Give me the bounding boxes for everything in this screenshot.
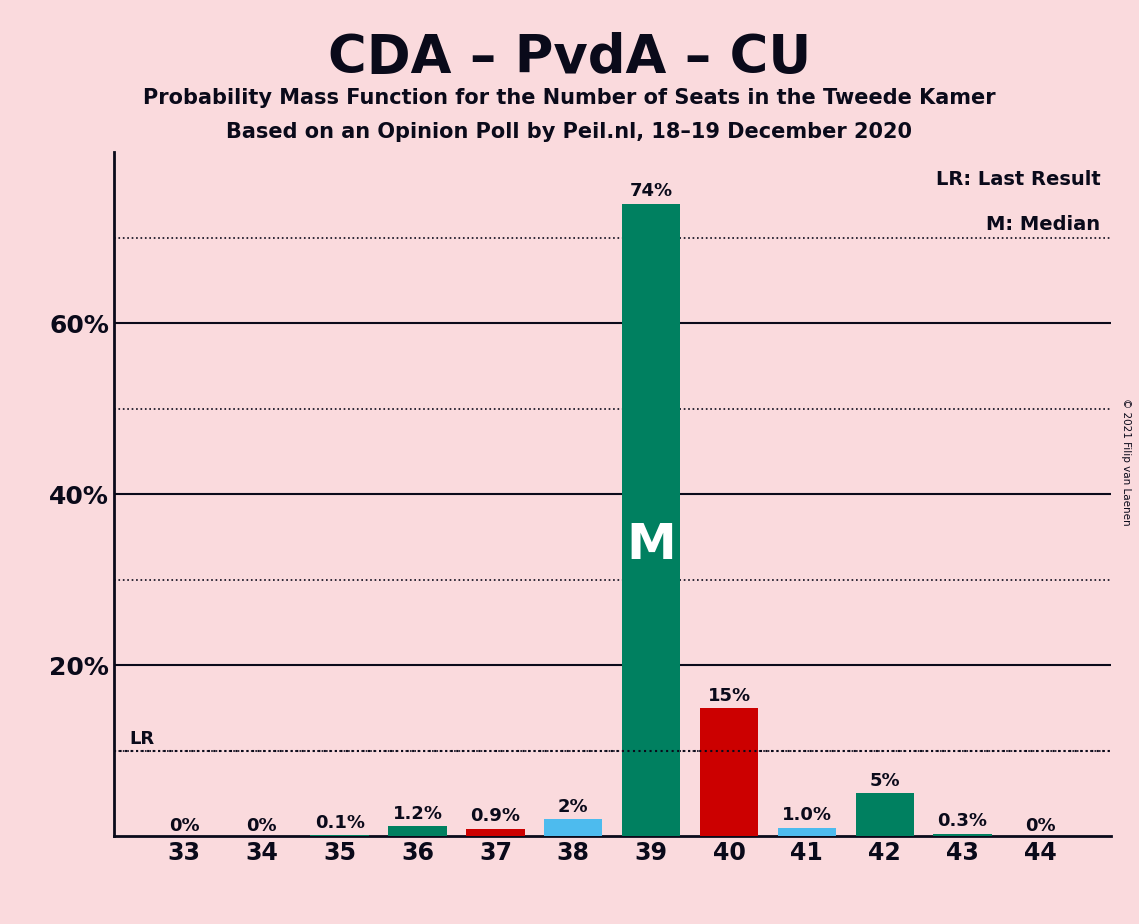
Text: M: Median: M: Median bbox=[986, 215, 1100, 235]
Bar bbox=[778, 828, 836, 836]
Bar bbox=[622, 203, 680, 836]
Bar bbox=[855, 794, 913, 836]
Text: 0%: 0% bbox=[1025, 817, 1056, 834]
Text: 1.0%: 1.0% bbox=[781, 807, 831, 824]
Text: M: M bbox=[626, 521, 677, 569]
Text: 1.2%: 1.2% bbox=[393, 805, 443, 822]
Text: 15%: 15% bbox=[707, 687, 751, 705]
Text: LR: Last Result: LR: Last Result bbox=[936, 170, 1100, 188]
Bar bbox=[388, 826, 446, 836]
Text: 0.9%: 0.9% bbox=[470, 807, 521, 825]
Bar bbox=[466, 829, 525, 836]
Text: 0.3%: 0.3% bbox=[937, 812, 988, 831]
Text: Based on an Opinion Poll by Peil.nl, 18–19 December 2020: Based on an Opinion Poll by Peil.nl, 18–… bbox=[227, 122, 912, 142]
Bar bbox=[544, 820, 603, 836]
Text: 74%: 74% bbox=[630, 182, 673, 201]
Text: 2%: 2% bbox=[558, 797, 589, 816]
Text: 5%: 5% bbox=[869, 772, 900, 790]
Text: 0%: 0% bbox=[246, 817, 277, 834]
Bar bbox=[933, 833, 992, 836]
Text: © 2021 Filip van Laenen: © 2021 Filip van Laenen bbox=[1121, 398, 1131, 526]
Text: CDA – PvdA – CU: CDA – PvdA – CU bbox=[328, 32, 811, 84]
Text: 0.1%: 0.1% bbox=[314, 814, 364, 832]
Text: LR: LR bbox=[130, 730, 155, 748]
Bar bbox=[699, 708, 759, 836]
Text: 0%: 0% bbox=[169, 817, 199, 834]
Text: Probability Mass Function for the Number of Seats in the Tweede Kamer: Probability Mass Function for the Number… bbox=[144, 88, 995, 108]
